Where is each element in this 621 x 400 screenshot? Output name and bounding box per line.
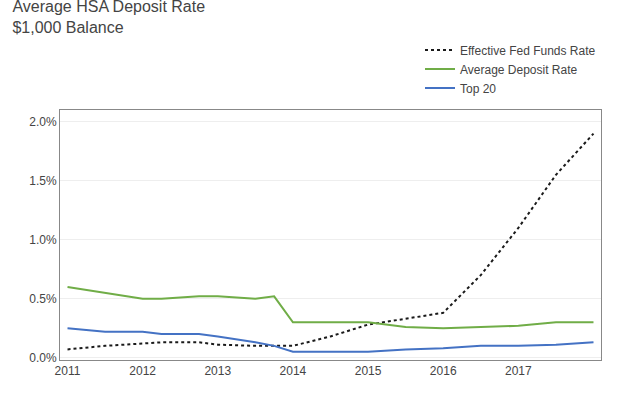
svg-text:2017: 2017 [505,364,532,378]
svg-text:1.0%: 1.0% [29,233,57,247]
svg-text:2014: 2014 [280,364,307,378]
svg-text:1.5%: 1.5% [29,174,57,188]
svg-text:2.0%: 2.0% [29,115,57,129]
svg-text:2013: 2013 [204,364,231,378]
svg-text:Average HSA Deposit Rate$1,000: Average HSA Deposit Rate$1,000 Balance [12,0,205,36]
svg-text:2015: 2015 [355,364,382,378]
svg-text:Top 20: Top 20 [460,82,496,96]
svg-text:0.0%: 0.0% [29,351,57,365]
svg-text:2012: 2012 [129,364,156,378]
svg-text:2016: 2016 [430,364,457,378]
svg-text:0.5%: 0.5% [29,292,57,306]
svg-text:Average Deposit Rate: Average Deposit Rate [460,63,578,77]
svg-text:Effective Fed Funds Rate: Effective Fed Funds Rate [460,44,596,58]
svg-text:2011: 2011 [55,364,81,378]
